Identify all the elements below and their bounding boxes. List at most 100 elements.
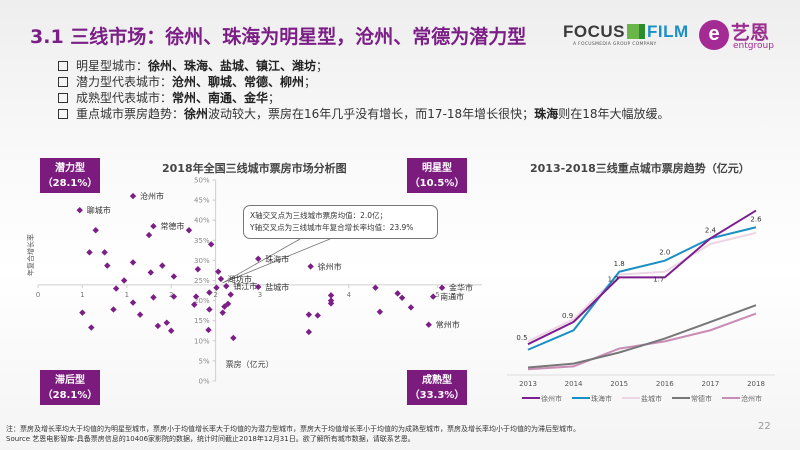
y-tick-label: 10% [194,337,210,345]
scatter-point [163,319,170,326]
scatter-point [223,282,230,290]
scatter-point [129,259,137,266]
bullet-label: 重点城市票房趋势： [76,107,185,121]
scatter-point [207,241,215,248]
bullet-label: 成熟型代表城市： [76,91,173,105]
checkbox-square-icon [58,92,68,103]
line-chart-title: 2013-2018三线重点城市票房趋势（亿元） [530,162,750,175]
quadrant-badge-lagging: 滞后型 （28.1%） [40,370,100,405]
point-label: 聊城市 [87,205,111,215]
bullet-item: 成熟型代表城市：常州、南通、金华； [58,90,669,106]
line-x-tick-label: 2018 [747,380,765,388]
focus-film-logo: FOCUS FILM [563,22,689,42]
quadrant-name: 滞后型 [55,375,85,386]
point-label: 徐州市 [318,261,342,271]
line-data-label: 2.6 [750,215,762,223]
footer-note: 注：票房及增长率均大于均值的为明星型城市，票房小于均值增长率大于均值的为潜力型城… [6,425,580,433]
scatter-point [221,303,228,310]
entgroup-logo-icon: e [699,20,729,50]
checkbox-square-icon [58,76,68,87]
callout-pointer [222,238,301,284]
focus-subtitle: A FOCUSMEDIA GROUP COMPANY [573,42,657,47]
scatter-point [376,308,384,316]
x-tick-label: 1 [125,291,129,299]
scatter-point [327,300,335,307]
x-tick-label: 2 [169,291,173,299]
bullet-bold: 徐州、珠海、盐城、镇江、潍坊 [148,59,317,73]
line-data-label: 0.5 [516,334,527,342]
legend-label: 珠海市 [591,394,612,403]
scatter-point [205,326,212,334]
checkbox-square-icon [58,60,68,71]
scatter-point [79,309,86,316]
scatter-point [224,300,232,308]
bullet-bold: 徐州 [184,107,209,121]
bullet-label: 潜力型代表城市： [76,75,173,89]
point-label: 常州市 [436,320,460,330]
focus-text: FOCUS [563,22,625,41]
scatter-point [429,293,437,300]
point-label: 南通市 [440,292,464,302]
bullet-item: 明星型城市：徐州、珠海、盐城、镇江、潍坊； [58,58,669,74]
scatter-point [255,255,262,262]
bullet-bold: 沧州、聊城、常德、柳州 [172,75,305,89]
scatter-point [110,306,117,313]
scatter-point [150,223,157,230]
scatter-point [129,299,137,306]
legend-label: 盐城市 [641,394,662,403]
callout-pointer [222,238,331,284]
scatter-point [398,294,406,301]
quadrant-name: 成熟型 [422,375,452,386]
y-tick-label: 15% [194,317,210,325]
line-data-label: 2.0 [659,249,670,257]
scatter-point [255,283,262,291]
scatter-point [213,284,220,291]
footer-notes: 注：票房及增长率均大于均值的为明星型城市，票房小于均值增长率大于均值的为潜力型城… [6,424,580,444]
scatter-point [327,292,335,299]
page-title: 3.1 三线市场：徐州、珠海为明星型，沧州、常德为潜力型 [30,26,527,48]
x-tick-label: 5 [435,291,439,299]
x-tick-label: 2 [213,291,217,299]
bullet-bold: 珠海 [534,107,559,121]
point-label: 潍坊市 [228,274,252,284]
point-label: 珠海市 [265,254,289,264]
quadrant-name: 明星型 [422,163,452,174]
scatter-point [145,231,153,239]
quadrant-name: 潜力型 [55,163,85,174]
scatter-point [92,227,99,234]
legend-label: 常德市 [691,394,712,403]
scatter-point [305,328,313,336]
scatter-point [438,284,446,291]
scatter-point [314,312,321,319]
line-x-tick-label: 2014 [565,380,583,388]
y-tick-label: 5% [198,357,209,365]
scatter-point [372,284,379,291]
scatter-point [192,293,200,300]
scatter-point [88,324,95,331]
quadrant-pct: （28.1%） [42,178,98,189]
scatter-point [170,273,178,280]
point-label: 金华市 [449,283,473,293]
scatter-point [159,262,166,269]
page-number: 22 [758,421,771,432]
bullet-tail: ； [316,59,329,73]
scatter-point [215,268,222,275]
scatter-point [136,311,144,318]
scatter-point [219,309,226,316]
quadrant-badge-star: 明星型 （10.5%） [407,158,467,193]
entgroup-en-name: entgroup [733,41,774,51]
line-data-label: 2.4 [705,226,717,234]
bullet-bold: 常州、南通、金华 [172,91,269,105]
y-tick-label: 40% [194,217,210,225]
scatter-point [407,304,415,311]
scatter-point [194,266,202,273]
quadrant-pct: （28.1%） [42,390,98,401]
x-tick-label: 4 [347,291,352,299]
focus-logo-icon [627,24,645,39]
line-series-1 [527,209,757,346]
scatter-point [150,294,157,301]
quadrant-pct: （33.3%） [409,390,465,401]
scatter-chart-title: 2018年全国三线城市票房市场分析图 [162,162,347,175]
line-data-label: 0.9 [562,312,573,320]
scatter-point [129,192,137,200]
